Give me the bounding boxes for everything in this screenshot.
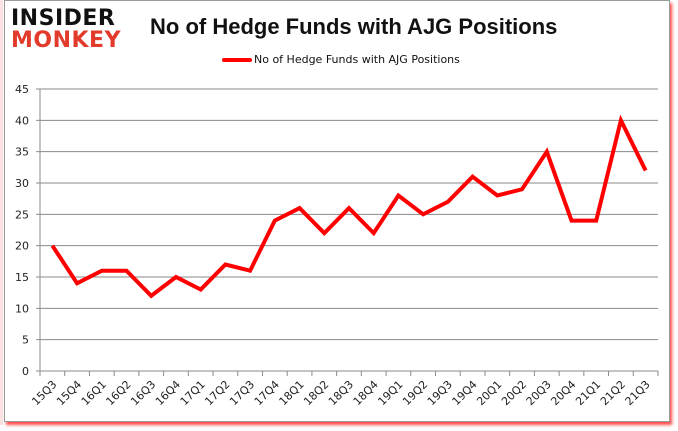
x-tick-label: 19Q2	[400, 378, 430, 408]
y-tick-label: 45	[15, 83, 29, 96]
y-tick-label: 25	[15, 208, 29, 221]
x-tick-label: 21Q1	[573, 378, 603, 408]
insider-monkey-logo: INSIDER MONKEY	[11, 8, 131, 52]
x-tick-label: 16Q1	[79, 378, 109, 408]
legend-line-swatch	[222, 57, 252, 62]
series-line	[50, 114, 648, 299]
x-tick-label: 21Q2	[598, 378, 628, 408]
x-tick-label: 15Q3	[29, 378, 59, 408]
x-tick-label: 20Q4	[548, 378, 578, 408]
y-tick-label: 30	[15, 177, 29, 190]
y-tick-label: 10	[15, 302, 29, 315]
chart-frame	[4, 0, 670, 422]
y-tick-label: 40	[15, 114, 29, 127]
x-tick-label: 16Q3	[128, 378, 158, 408]
logo-line-1: INSIDER	[11, 6, 116, 31]
frame-edge	[0, 0, 3, 425]
x-tick-label: 17Q3	[227, 378, 257, 408]
x-tick-label: 17Q4	[252, 378, 282, 408]
chart-title: No of Hedge Funds with AJG Positions	[150, 14, 558, 39]
x-tick-label: 20Q1	[474, 378, 504, 408]
x-tick-label: 21Q3	[623, 378, 653, 408]
x-tick-label: 15Q4	[54, 378, 84, 408]
legend-label: No of Hedge Funds with AJG Positions	[254, 53, 460, 66]
legend: No of Hedge Funds with AJG Positions	[222, 53, 460, 66]
x-tick-label: 20Q3	[524, 378, 554, 408]
x-tick-label: 19Q3	[425, 378, 455, 408]
logo-line-2: MONKEY	[11, 28, 122, 53]
x-tick-label: 16Q2	[103, 378, 133, 408]
x-tick-label: 19Q1	[375, 378, 405, 408]
x-tick-label: 17Q2	[202, 378, 232, 408]
x-tick-label: 18Q2	[301, 378, 331, 408]
x-tick-label: 16Q4	[153, 378, 183, 408]
y-tick-label: 5	[22, 334, 29, 347]
x-tick-label: 19Q4	[450, 378, 480, 408]
x-tick-label: 18Q1	[277, 378, 307, 408]
x-tick-label: 20Q2	[499, 378, 529, 408]
y-tick-label: 35	[15, 146, 29, 159]
y-tick-label: 0	[22, 365, 29, 378]
y-tick-label: 15	[15, 271, 29, 284]
x-tick-label: 17Q1	[178, 378, 208, 408]
x-tick-label: 18Q3	[326, 378, 356, 408]
x-tick-label: 18Q4	[351, 378, 381, 408]
y-tick-label: 20	[15, 240, 29, 253]
